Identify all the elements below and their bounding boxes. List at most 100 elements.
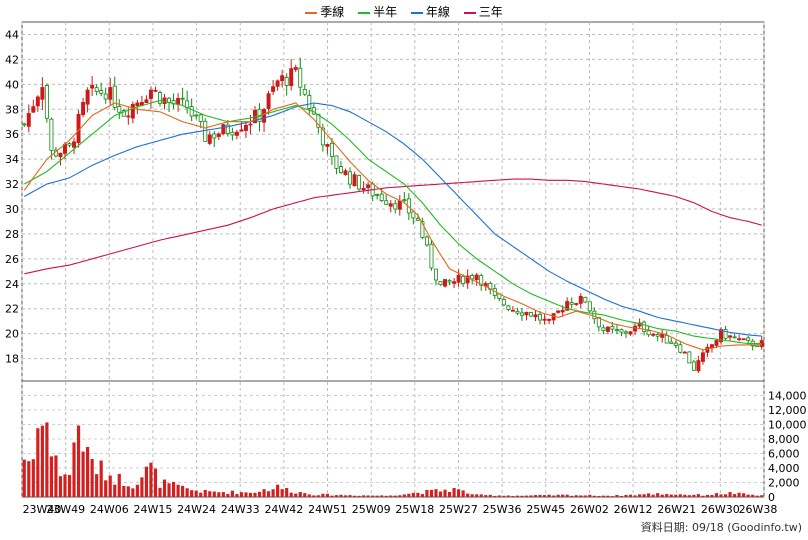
- volume-bar: [167, 483, 171, 497]
- volume-bar: [208, 491, 212, 497]
- volume-bar: [303, 493, 307, 497]
- volume-bar: [131, 488, 135, 497]
- candle-body: [316, 113, 321, 128]
- candle-body: [619, 329, 624, 333]
- volume-bar: [257, 491, 262, 497]
- volume-bar: [710, 494, 714, 497]
- volume-bar: [239, 492, 244, 497]
- candle-body: [357, 174, 362, 190]
- volume-bar: [90, 459, 94, 497]
- volume-tick-label: 8,000: [768, 433, 800, 446]
- legend-swatch-year: [410, 11, 423, 14]
- candle-body: [583, 296, 588, 303]
- candle-body: [121, 110, 126, 117]
- candle-body: [112, 85, 117, 108]
- legend-item-half-year[interactable]: 半年: [358, 3, 397, 20]
- volume-bar: [429, 489, 434, 497]
- volume-bar: [144, 466, 149, 497]
- volume-bar: [181, 485, 185, 497]
- candle-body: [443, 279, 448, 287]
- candle-body: [538, 313, 543, 321]
- candle-body: [587, 301, 592, 312]
- volume-bar: [592, 495, 596, 497]
- x-tick-label: 25W18: [395, 503, 434, 516]
- x-tick-label: 24W15: [134, 503, 173, 516]
- volume-bar: [416, 492, 420, 497]
- volume-bar: [330, 495, 334, 497]
- volume-bar: [624, 495, 628, 497]
- candle-body: [293, 67, 298, 70]
- ma-year-line: [24, 102, 762, 337]
- volume-bar: [515, 495, 520, 497]
- volume-bar: [601, 495, 605, 497]
- data-date-label: 資料日期: 09/18: [640, 521, 724, 534]
- legend-swatch-quarter: [305, 11, 318, 14]
- candle-body: [687, 351, 692, 364]
- volume-bar: [660, 494, 664, 497]
- volume-bar: [343, 495, 348, 497]
- x-tick-label: 24W33: [221, 503, 260, 516]
- candle-body: [420, 221, 425, 238]
- price-tick-label: 30: [5, 203, 19, 216]
- volume-bar: [199, 492, 203, 497]
- volume-bar: [185, 488, 189, 497]
- price-tick-label: 26: [5, 253, 19, 266]
- legend-item-three-year[interactable]: 三年: [463, 3, 503, 20]
- candle-body: [375, 194, 380, 196]
- volume-bar: [701, 495, 705, 497]
- volume-bar: [244, 492, 248, 497]
- volume-bar: [289, 492, 293, 497]
- volume-bar: [443, 489, 447, 497]
- volume-bar: [27, 461, 31, 497]
- volume-bar: [81, 451, 85, 497]
- volume-bar: [678, 494, 682, 497]
- volume-bar: [470, 494, 474, 497]
- candle-body: [334, 155, 339, 169]
- volume-bar: [298, 492, 302, 497]
- volume-bar: [588, 494, 592, 497]
- volume-bar: [72, 442, 76, 497]
- candle-body: [737, 338, 742, 341]
- legend-swatch-three-year: [463, 11, 476, 14]
- volume-bar: [321, 493, 325, 497]
- ma-quarter-line: [23, 102, 762, 351]
- candle-body: [673, 342, 678, 346]
- candle-body: [700, 352, 705, 362]
- volume-bar: [466, 493, 470, 497]
- candle-body: [85, 89, 90, 105]
- candle-body: [26, 113, 31, 127]
- x-tick-label: 24W51: [308, 503, 347, 516]
- legend-label-three-year: 三年: [478, 5, 503, 19]
- volume-bar: [135, 484, 139, 497]
- candle-body: [72, 141, 77, 148]
- x-tick-label: 23W40: [23, 503, 62, 516]
- x-tick-label: 26W02: [570, 503, 609, 516]
- candle-body: [58, 152, 63, 158]
- volume-bar: [190, 490, 194, 497]
- candle-body: [474, 274, 479, 281]
- volume-bar: [755, 495, 759, 497]
- volume-bar: [76, 425, 81, 497]
- volume-bar: [719, 494, 723, 497]
- candle-body: [714, 340, 719, 346]
- ma-half-year-line: [24, 99, 762, 345]
- legend-item-year[interactable]: 年線: [410, 3, 450, 20]
- candle-body: [189, 106, 194, 117]
- volume-bar: [86, 446, 90, 497]
- candle-body: [212, 133, 217, 139]
- legend-item-quarter[interactable]: 季線: [305, 3, 344, 20]
- candle-body: [651, 333, 656, 336]
- candle-body: [728, 335, 733, 338]
- candle-body: [669, 341, 674, 344]
- candle-body: [605, 326, 610, 332]
- price-tick-label: 24: [5, 278, 19, 291]
- volume-bar: [637, 494, 642, 497]
- x-tick-label: 23W49: [46, 503, 85, 516]
- volume-bar: [36, 428, 40, 497]
- volume-bar: [95, 474, 99, 497]
- candle-body: [610, 326, 615, 330]
- volume-bar: [380, 495, 384, 497]
- volume-bar: [22, 459, 26, 497]
- x-tick-label: 26W38: [739, 503, 778, 516]
- chart-footer: 資料日期: 09/18 (Goodinfo.tw): [641, 519, 802, 535]
